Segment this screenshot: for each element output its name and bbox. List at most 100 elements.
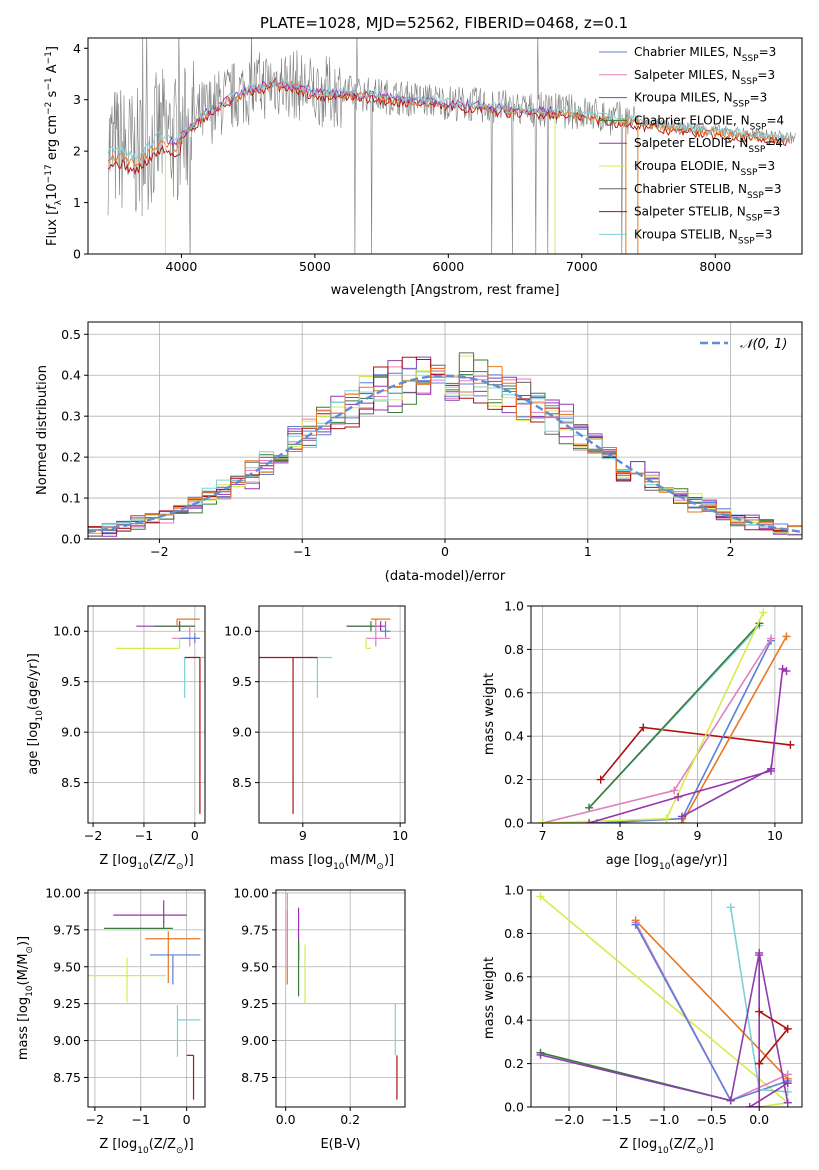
label-part: Z [log [99, 853, 137, 868]
series-marker [536, 1050, 545, 1059]
series-line [681, 768, 772, 818]
label-part: s [45, 90, 60, 101]
axes-frame [275, 889, 406, 1108]
y-tick-label: 2 [73, 144, 81, 159]
plot-area [259, 618, 391, 814]
label-part: SSP [733, 100, 750, 110]
series-marker [670, 786, 679, 795]
series-marker [759, 608, 768, 617]
axes-frame [87, 37, 803, 255]
data-point [176, 1005, 201, 1057]
legend-entry: Salpeter ELODIE, NSSP=4 [634, 136, 783, 155]
y-tick-label: 0.8 [504, 926, 524, 941]
y-tick-label: 0.5 [61, 327, 81, 342]
plot-area [107, 38, 796, 254]
y-tick-label: 0.8 [504, 642, 524, 657]
x-tick-label: 7000 [566, 259, 598, 274]
y-tick-label: 9.5 [232, 674, 252, 689]
label-part: =4 [765, 136, 783, 150]
data-point [370, 618, 391, 626]
y-tick-label: 9.50 [53, 959, 81, 974]
panel-spectrum: 4000 5000 6000 7000 8000 0 1 2 3 4 wavelength [Ang… [44, 37, 803, 298]
label-part: age [log [26, 722, 41, 775]
data-point [171, 626, 200, 647]
label-part: (Z/Z [149, 853, 176, 868]
series-marker [782, 667, 791, 676]
y-tick-label: 0.4 [504, 1013, 524, 1028]
label-part: SSP [750, 122, 767, 132]
x-tick-label: 0 [441, 544, 449, 559]
weight-series [745, 951, 792, 1107]
label-part: Salpeter STELIB, N [634, 205, 746, 219]
panel-residuals: −2 −1 0 1 2 0.0 0.1 0.2 0.3 0.4 0.5 𝒩(0, 1) (data-mo… [35, 321, 803, 584]
x-axis-label: mass [log10(M/M⊙)] [270, 853, 394, 872]
label-part: SSP [746, 214, 763, 224]
data-point [145, 931, 201, 983]
data-point [307, 656, 332, 698]
label-part: (age/yr)] [26, 653, 41, 710]
label-part: mass [log [16, 997, 31, 1060]
series-marker [755, 1059, 764, 1068]
data-point [149, 954, 201, 985]
x-tick-label: 4000 [166, 259, 198, 274]
x-axis-label: wavelength [Angstrom, rest frame] [331, 283, 560, 298]
label-part: Kroupa STELIB, N [634, 227, 738, 241]
x-tick-label: 8 [616, 828, 624, 843]
x-axis-label: age [log10(age/yr)] [606, 853, 728, 872]
series-marker [767, 634, 776, 643]
label-part: )] [184, 1137, 194, 1152]
plot-area [286, 892, 398, 1100]
label-part: ⊙ [376, 862, 384, 872]
weight-series [585, 664, 791, 823]
label-part: A [45, 64, 60, 77]
y-tick-label: 0.6 [504, 685, 524, 700]
y-tick-label: 8.5 [232, 775, 252, 790]
x-tick-label: 0.0 [276, 1112, 296, 1127]
series-line [542, 638, 772, 823]
label-part: −1 [44, 51, 54, 64]
series-marker [538, 819, 547, 823]
y-tick-label: 9.0 [61, 725, 81, 740]
axes-frame [87, 889, 206, 1108]
series-line [758, 1010, 789, 1065]
label-part: =3 [750, 91, 768, 105]
label-part: (Z/Z [669, 1137, 696, 1152]
gaussian-curve [88, 374, 802, 533]
panel-age_vs_Z: −2 −1 08.59.09.510.0Z [log10(Z/Z⊙)]age [lo… [26, 605, 206, 872]
series-line [588, 622, 760, 809]
label-part: f [45, 203, 60, 210]
series-marker [745, 1103, 754, 1107]
x-tick-label: 10 [392, 828, 408, 843]
legend-entry: Chabrier MILES, NSSP=3 [634, 45, 776, 64]
label-part: λ [54, 199, 64, 205]
x-axis-label: Z [log10(Z/Z⊙)] [619, 1137, 713, 1156]
label-part: SSP [741, 77, 758, 87]
x-axis-label: Z [log10(Z/Z⊙)] [99, 853, 193, 872]
series-marker [782, 632, 791, 641]
label-part: 10 [333, 862, 345, 872]
series-line [681, 640, 772, 820]
label-part: −17 [44, 164, 54, 183]
x-tick-label: 8000 [699, 259, 731, 274]
data-point [88, 957, 166, 1003]
label-part: =4 [766, 113, 784, 127]
series-line [681, 636, 788, 823]
label-part: (age/yr)] [670, 853, 727, 868]
x-tick-label: −2 [150, 544, 168, 559]
y-tick-label: 8.75 [53, 1070, 81, 1085]
label-part: SSP [747, 191, 764, 201]
series-marker [639, 723, 648, 732]
data-point [380, 621, 391, 638]
histogram-step-line [88, 366, 802, 536]
y-tick-label: 8.5 [61, 775, 81, 790]
y-tick-label: 1.0 [504, 599, 524, 614]
weight-series [677, 764, 776, 821]
series-marker [536, 892, 545, 901]
weight-series [755, 1007, 792, 1068]
y-tick-label: 0.2 [504, 772, 524, 787]
y-tick-label: 9.75 [53, 922, 81, 937]
legend-entry: Kroupa STELIB, NSSP=3 [634, 227, 772, 246]
